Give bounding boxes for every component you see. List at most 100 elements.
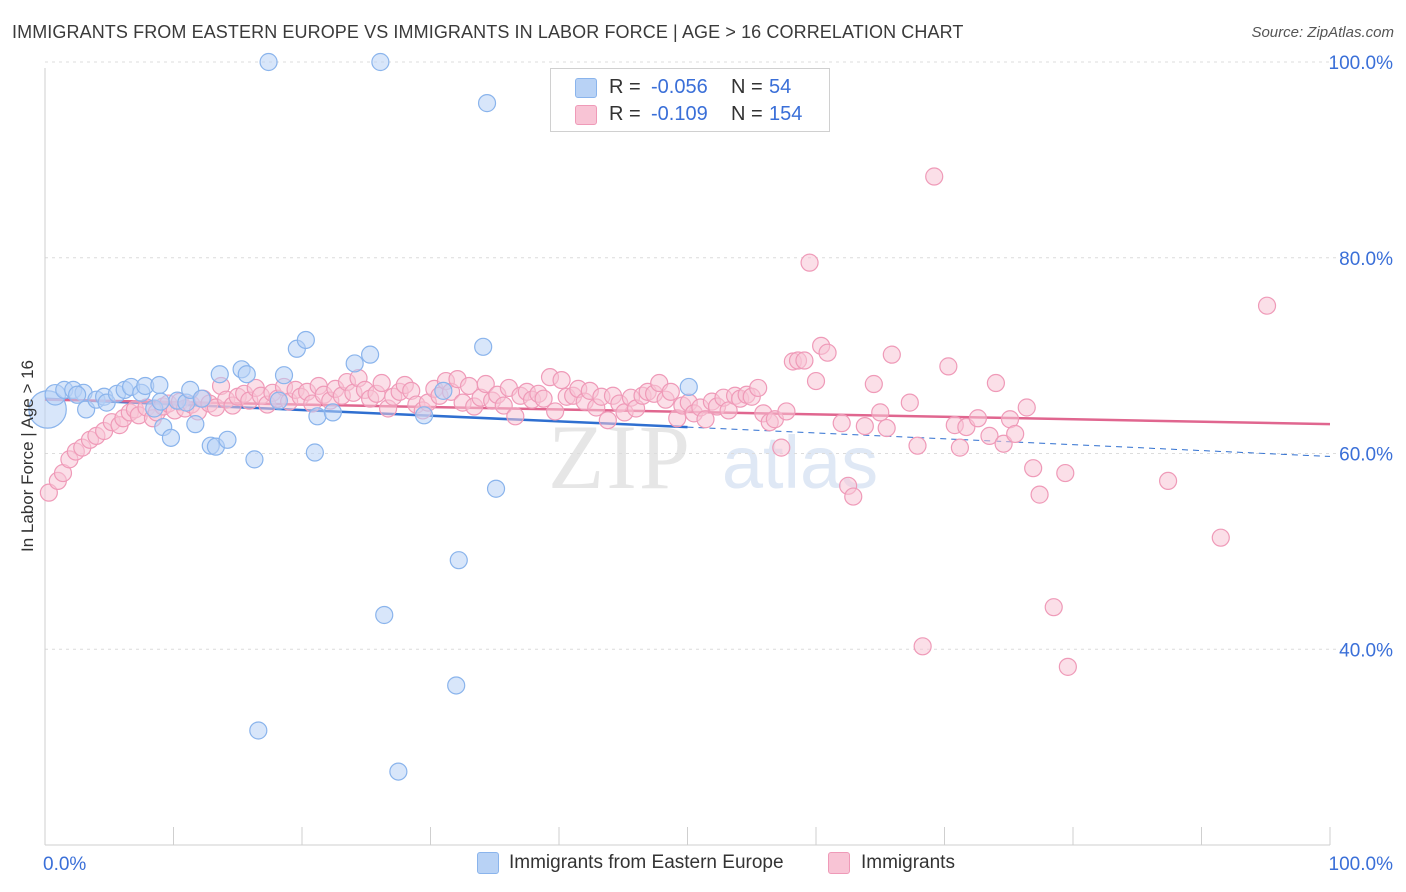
bottom-legend-series2: Immigrants — [861, 852, 955, 873]
point-immigrants — [534, 389, 553, 408]
point-immigrants — [772, 438, 791, 457]
point-eastern-europe — [150, 375, 169, 395]
point-immigrants — [844, 487, 863, 506]
y-axis-label: In Labor Force | Age > 16 — [18, 359, 37, 553]
point-immigrants — [598, 411, 617, 430]
point-immigrants — [1044, 598, 1063, 617]
point-eastern-europe — [679, 377, 698, 397]
point-immigrants — [1158, 471, 1178, 491]
legend-r-label: R = — [609, 103, 641, 125]
point-immigrants — [968, 409, 988, 428]
legend-r-value: -0.056 — [651, 76, 708, 98]
legend-n-value: 154 — [769, 103, 803, 125]
point-immigrants — [476, 374, 495, 394]
point-eastern-europe — [305, 443, 324, 462]
point-eastern-europe — [323, 403, 342, 422]
chart-title: IMMIGRANTS FROM EASTERN EUROPE VS IMMIGR… — [12, 22, 964, 42]
point-eastern-europe — [375, 605, 394, 625]
legend-swatch-pink — [575, 105, 597, 125]
point-immigrants — [925, 167, 944, 186]
point-immigrants — [1017, 398, 1036, 417]
point-immigrants — [696, 410, 715, 429]
point-eastern-europe — [269, 391, 288, 410]
point-immigrants — [1056, 463, 1075, 483]
legend-swatch-blue — [575, 78, 597, 98]
data-points — [28, 52, 1277, 781]
point-eastern-europe — [296, 330, 315, 350]
point-immigrants — [372, 373, 391, 393]
point-immigrants — [864, 374, 883, 394]
point-immigrants — [1006, 424, 1025, 444]
point-immigrants — [749, 378, 768, 398]
point-eastern-europe — [245, 450, 264, 469]
point-immigrants — [1211, 528, 1230, 547]
y-tick-label: 100.0% — [1329, 53, 1394, 74]
legend-n-label: N = — [731, 76, 763, 98]
grid-lines — [45, 61, 1344, 650]
point-eastern-europe — [414, 406, 434, 425]
point-immigrants — [800, 253, 819, 272]
point-immigrants — [882, 345, 901, 364]
point-eastern-europe — [151, 392, 170, 411]
point-eastern-europe — [434, 381, 453, 400]
point-immigrants — [908, 436, 927, 455]
point-immigrants — [986, 373, 1006, 393]
point-immigrants — [506, 407, 525, 426]
y-tick-label: 60.0% — [1339, 445, 1393, 466]
point-eastern-europe — [218, 430, 237, 449]
point-immigrants — [980, 426, 999, 445]
point-eastern-europe — [192, 389, 211, 408]
bottom-legend-swatch-pink — [828, 852, 850, 874]
point-eastern-europe — [361, 345, 380, 364]
point-immigrants — [818, 343, 837, 362]
point-immigrants — [913, 637, 932, 656]
point-eastern-europe — [449, 551, 468, 570]
point-eastern-europe — [486, 479, 506, 498]
y-tick-label: 40.0% — [1339, 640, 1393, 661]
axes — [44, 68, 1331, 846]
point-eastern-europe — [68, 385, 87, 404]
x-tick-label-max: 100.0% — [1329, 854, 1394, 875]
point-immigrants — [494, 396, 513, 415]
legend-n-label: N = — [731, 103, 763, 125]
point-eastern-europe — [345, 354, 364, 373]
point-eastern-europe — [161, 428, 181, 447]
point-eastern-europe — [186, 415, 205, 434]
point-eastern-europe — [210, 365, 229, 384]
point-immigrants — [795, 351, 814, 370]
point-eastern-europe — [237, 365, 256, 384]
chart-source: Source: ZipAtlas.com — [1251, 24, 1394, 41]
point-eastern-europe — [389, 762, 408, 781]
legend-row-series1: R = -0.056 N = 54 — [551, 73, 829, 101]
legend-r-label: R = — [609, 76, 641, 98]
point-eastern-europe — [249, 721, 268, 740]
point-immigrants — [1058, 657, 1077, 676]
bottom-legend-swatch-blue — [477, 852, 499, 874]
point-eastern-europe — [447, 676, 466, 695]
y-tick-label: 80.0% — [1339, 249, 1393, 270]
point-immigrants — [552, 370, 571, 390]
point-immigrants — [950, 438, 970, 457]
point-immigrants — [939, 357, 958, 376]
legend-n-value: 54 — [769, 76, 792, 98]
point-immigrants — [661, 382, 680, 401]
point-immigrants — [871, 403, 890, 422]
point-immigrants — [546, 402, 565, 421]
legend-row-series2: R = -0.109 N = 154 — [551, 100, 829, 128]
legend-r-value: -0.109 — [651, 103, 708, 125]
x-tick-label-min: 0.0% — [43, 854, 86, 875]
point-immigrants — [1030, 485, 1049, 504]
point-immigrants — [1024, 459, 1043, 478]
bottom-legend-series1: Immigrants from Eastern Europe — [509, 852, 784, 873]
point-eastern-europe — [308, 407, 327, 426]
point-immigrants — [877, 418, 896, 438]
point-immigrants — [832, 414, 851, 433]
stats-legend: R = -0.056 N = 54 R = -0.109 N = 154 — [550, 68, 830, 132]
point-immigrants — [777, 402, 796, 421]
point-immigrants — [806, 371, 826, 391]
point-eastern-europe — [259, 52, 278, 72]
tick-labels: 40.0% 60.0% 80.0% 100.0% 0.0% 100.0% — [43, 53, 1393, 875]
point-eastern-europe — [274, 366, 294, 385]
point-immigrants — [1257, 296, 1277, 315]
